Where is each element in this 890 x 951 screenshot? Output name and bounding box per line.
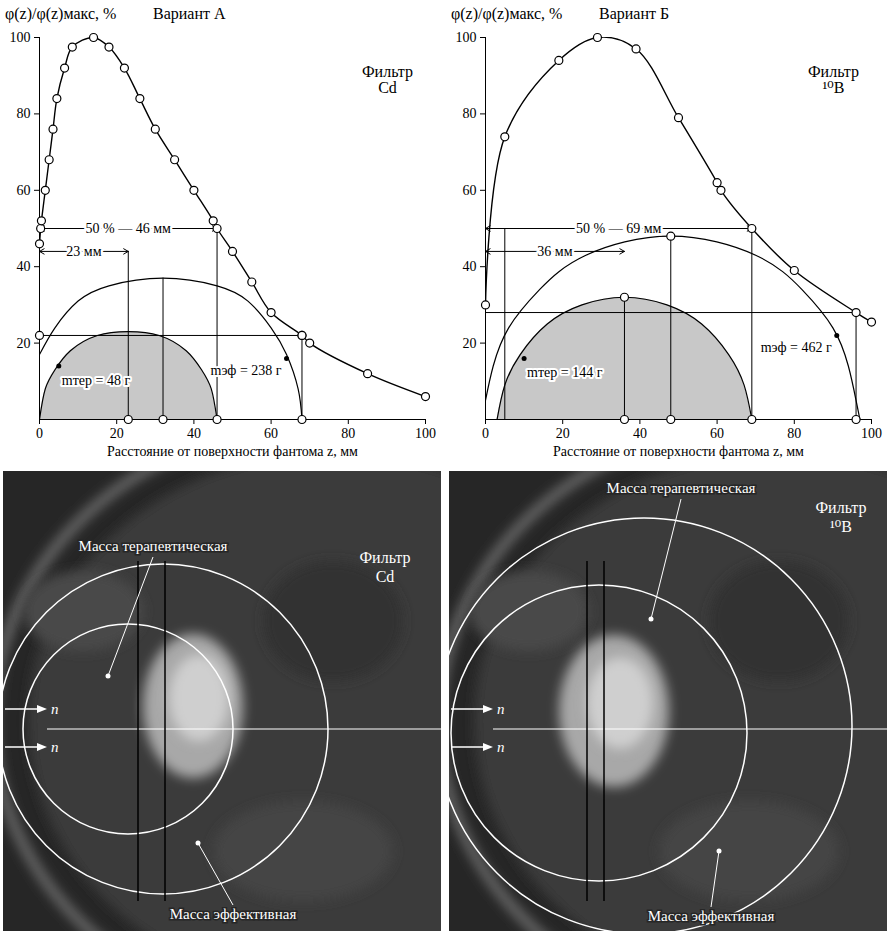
svg-text:Фильтр: Фильтр <box>359 549 410 567</box>
svg-text:20: 20 <box>110 426 124 441</box>
svg-text:Масса эффективная: Масса эффективная <box>648 908 775 924</box>
svg-text:0: 0 <box>482 426 489 441</box>
svg-text:Масса терапевтическая: Масса терапевтическая <box>79 538 228 554</box>
svg-text:60: 60 <box>17 183 31 198</box>
svg-text:n: n <box>497 701 505 717</box>
svg-text:36 мм: 36 мм <box>537 244 572 259</box>
svg-text:80: 80 <box>787 426 801 441</box>
svg-text:n: n <box>497 739 505 755</box>
svg-text:¹⁰B: ¹⁰B <box>830 518 852 535</box>
svg-text:80: 80 <box>341 426 355 441</box>
svg-text:100: 100 <box>456 30 477 45</box>
svg-text:40: 40 <box>633 426 647 441</box>
svg-text:50 % — 69 мм: 50 % — 69 мм <box>576 221 662 236</box>
svg-text:100: 100 <box>415 426 436 441</box>
svg-text:100: 100 <box>861 426 882 441</box>
svg-text:20: 20 <box>17 336 31 351</box>
svg-text:20: 20 <box>463 336 477 351</box>
svg-text:0: 0 <box>36 426 43 441</box>
html-text:φ(z)/φ(z)макс, %: φ(z)/φ(z)макс, % <box>5 5 117 22</box>
html-text:Вариант А: Вариант А <box>153 5 226 22</box>
svg-text:23 мм: 23 мм <box>66 244 101 259</box>
svg-text:Масса эффективная: Масса эффективная <box>170 906 297 922</box>
svg-text:Расстояние от поверхности фант: Расстояние от поверхности фантома z, мм <box>553 444 804 459</box>
svg-text:80: 80 <box>463 106 477 121</box>
svg-text:mтер = 144 г: mтер = 144 г <box>527 365 603 380</box>
svg-text:n: n <box>51 701 59 717</box>
html-text:φ(z)/φ(z)макс, %: φ(z)/φ(z)макс, % <box>451 5 563 22</box>
svg-text:40: 40 <box>187 426 201 441</box>
svg-text:80: 80 <box>17 106 31 121</box>
svg-text:mэф = 238 г: mэф = 238 г <box>211 363 282 378</box>
svg-text:20: 20 <box>556 426 570 441</box>
svg-text:n: n <box>51 739 59 755</box>
svg-text:60: 60 <box>710 426 724 441</box>
html-text:Вариант Б: Вариант Б <box>599 5 670 22</box>
svg-text:Расстояние от поверхности фант: Расстояние от поверхности фантома z, мм <box>107 444 358 459</box>
svg-text:60: 60 <box>264 426 278 441</box>
svg-text:Масса терапевтическая: Масса терапевтическая <box>607 480 756 496</box>
svg-text:ФильтрCd: ФильтрCd <box>362 63 413 96</box>
svg-text:40: 40 <box>17 259 31 274</box>
svg-text:Cd: Cd <box>376 568 395 585</box>
svg-text:40: 40 <box>463 259 477 274</box>
svg-text:mэф = 462 г: mэф = 462 г <box>761 340 832 355</box>
svg-text:Фильтр¹⁰B: Фильтр¹⁰B <box>808 63 859 96</box>
svg-text:100: 100 <box>10 30 31 45</box>
svg-text:Фильтр: Фильтр <box>815 499 866 517</box>
svg-text:mтер = 48 г: mтер = 48 г <box>62 373 131 388</box>
svg-text:60: 60 <box>463 183 477 198</box>
svg-text:50 % — 46 мм: 50 % — 46 мм <box>86 221 172 236</box>
